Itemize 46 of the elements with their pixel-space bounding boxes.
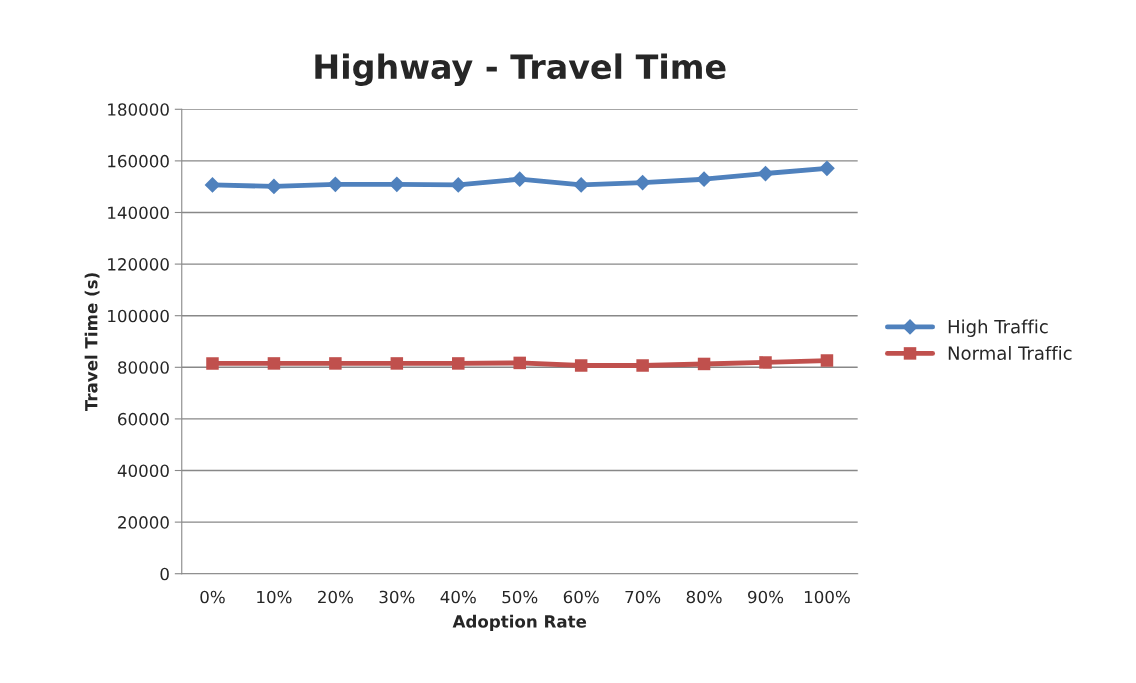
point — [697, 357, 711, 371]
x-tick-label: 90% — [748, 590, 784, 604]
point — [450, 177, 467, 193]
x-tick-label: 20% — [318, 590, 353, 604]
x-tick-label: 100% — [804, 590, 850, 604]
point — [513, 356, 526, 370]
x-tick-label: 40% — [440, 590, 476, 604]
y-tick-label: 20000 — [118, 516, 169, 529]
point — [266, 178, 282, 195]
y-tick-label: 140000 — [108, 206, 169, 220]
legend-label: High Traffic — [948, 319, 1048, 337]
x-tick-label: 0% — [200, 590, 225, 604]
point — [819, 160, 835, 177]
point — [204, 177, 221, 193]
point — [390, 357, 404, 370]
point — [511, 171, 528, 188]
point — [267, 357, 281, 370]
point — [757, 165, 774, 182]
y-tick-label: 60000 — [118, 412, 169, 426]
y-tick-label: 80000 — [118, 361, 169, 374]
x-tick-label: 70% — [625, 590, 661, 604]
point — [634, 174, 651, 191]
chart-title: Highway - Travel Time — [315, 53, 726, 86]
y-tick-label: 40000 — [117, 464, 169, 478]
point — [820, 354, 834, 367]
point — [206, 357, 219, 370]
legend-label: Normal Traffic — [948, 346, 1072, 360]
y-tick-label: 0 — [160, 567, 169, 581]
point — [329, 357, 342, 370]
y-tick-label: 160000 — [108, 154, 169, 168]
x-tick-label: 30% — [379, 590, 415, 604]
x-tick-label: 80% — [686, 590, 722, 604]
x-tick-label: 50% — [502, 590, 538, 604]
x-tick-label: 10% — [257, 590, 292, 604]
x-axis-title: Adoption Rate — [452, 614, 587, 631]
x-tick-label: 60% — [563, 590, 599, 604]
point — [452, 357, 465, 370]
point — [696, 171, 712, 188]
y-axis-title: Travel Time (s) — [84, 273, 100, 412]
point — [759, 356, 772, 369]
point — [327, 176, 344, 193]
y-tick-label: 180000 — [108, 103, 169, 116]
point — [636, 359, 649, 372]
y-tick-label: 100000 — [108, 309, 169, 323]
point — [574, 359, 588, 372]
y-tick-label: 120000 — [108, 258, 169, 271]
